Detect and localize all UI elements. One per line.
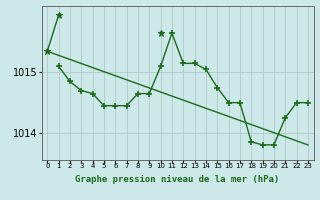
X-axis label: Graphe pression niveau de la mer (hPa): Graphe pression niveau de la mer (hPa) (76, 175, 280, 184)
